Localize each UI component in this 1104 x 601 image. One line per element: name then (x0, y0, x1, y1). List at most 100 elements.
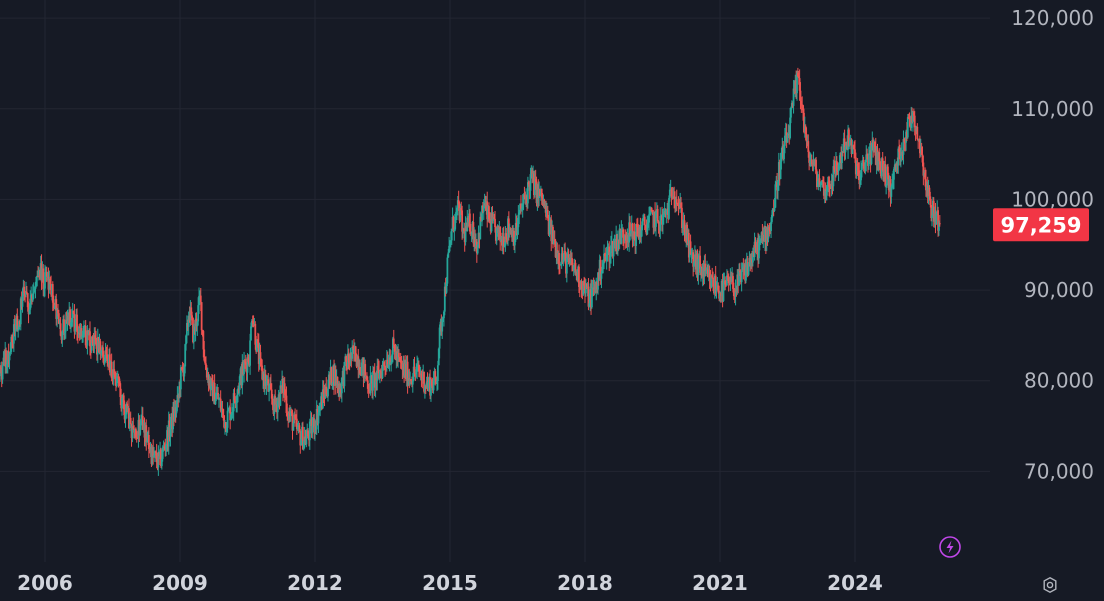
candle-body (612, 243, 615, 257)
candle-body (179, 367, 182, 390)
candle-body (271, 398, 274, 406)
candle-body (625, 240, 628, 242)
candle-body (94, 335, 97, 340)
candle-body (534, 179, 537, 182)
candle-body (912, 112, 914, 123)
x-axis[interactable]: 2006 2009 2012 2015 2018 2021 2024 (17, 571, 883, 595)
candle-body (490, 213, 493, 232)
candle-body (398, 357, 401, 361)
candle-body (571, 257, 573, 266)
candle-body (134, 428, 137, 438)
candle-body (10, 336, 13, 352)
candle-body (35, 277, 38, 286)
candle-body (220, 408, 223, 411)
candle-body (867, 153, 870, 166)
candle-body (462, 228, 465, 232)
candle-body (427, 382, 430, 389)
candle-body (57, 309, 59, 314)
candle-body (410, 379, 412, 382)
candle-body (270, 389, 273, 399)
candle-body (580, 281, 583, 290)
candle-body (183, 366, 186, 377)
candle-body (922, 162, 925, 176)
candle-body (379, 371, 381, 379)
candle-body (412, 366, 415, 381)
lightning-icon[interactable] (938, 535, 962, 559)
candle-body (673, 196, 676, 199)
candle-body (935, 213, 938, 225)
candle-body (210, 379, 213, 391)
candle-body (585, 283, 588, 289)
settings-icon[interactable] (1041, 576, 1059, 594)
candle-body (481, 205, 483, 222)
candle-body (608, 246, 611, 262)
candle-body (435, 377, 438, 383)
candle-body (423, 371, 425, 392)
candle-body (430, 379, 432, 396)
candle-body (259, 352, 262, 359)
candle-body (798, 78, 801, 91)
y-tick-label: 120,000 (1011, 6, 1094, 30)
candle-body (201, 330, 204, 332)
candle-body (284, 394, 287, 396)
candle-body (296, 427, 299, 430)
candle-body (784, 135, 786, 146)
candle-body (459, 208, 462, 221)
candle-body (59, 323, 62, 336)
candle-body (488, 219, 491, 221)
candle-body (456, 207, 458, 212)
candle-body (237, 388, 239, 395)
candle-body (102, 357, 105, 364)
candle-body (681, 227, 684, 229)
candle-body (732, 276, 734, 289)
candle-body (809, 160, 811, 163)
candle-body (298, 425, 301, 432)
candle-body (267, 379, 270, 392)
candle-body (460, 208, 463, 211)
candle-body (727, 277, 730, 284)
candle-body (83, 328, 85, 335)
candle-body (929, 196, 932, 206)
candle-body (286, 412, 289, 416)
candle-body (810, 159, 813, 165)
candle-body (642, 218, 644, 222)
candle-body (200, 302, 203, 331)
candle-body (70, 322, 72, 327)
candle-body (308, 421, 311, 441)
candle-body (818, 178, 821, 187)
candle-body (829, 187, 832, 189)
candle-body (301, 426, 304, 450)
candle-body (145, 425, 148, 442)
candle-body (858, 170, 861, 185)
candle-body (446, 257, 449, 284)
candle-body (662, 211, 665, 216)
candle-body (522, 195, 525, 204)
y-axis[interactable]: 120,000 110,000 100,000 90,000 80,000 70,000 (1011, 6, 1094, 483)
candle-body (249, 340, 251, 366)
candle-body (786, 135, 789, 143)
candle-body (770, 221, 772, 231)
candle-body (690, 254, 693, 256)
candle-body (105, 349, 108, 355)
candle-body (434, 371, 437, 378)
candle-body (771, 208, 774, 215)
candle-body (472, 222, 475, 244)
candle-body (543, 199, 546, 208)
candle-body (386, 359, 389, 368)
candle-body (878, 152, 881, 162)
candle-body (564, 250, 566, 255)
candle-body (226, 410, 229, 428)
candle-body (231, 411, 234, 413)
candle-body (205, 363, 207, 370)
candle-body (844, 146, 847, 153)
candle-body (898, 148, 901, 152)
candle-body (146, 440, 149, 442)
candle-body (937, 210, 939, 231)
candle-body (450, 228, 453, 241)
candle-body (656, 209, 659, 222)
candle-body (89, 331, 91, 347)
candle-body (173, 407, 176, 420)
candle-body (657, 221, 660, 224)
candle-body (184, 344, 187, 367)
